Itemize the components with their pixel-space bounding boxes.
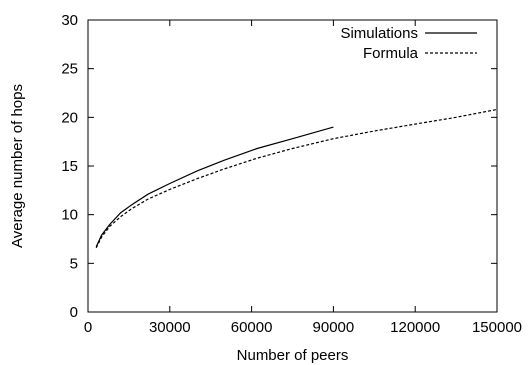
y-tick-label: 30 [61,12,78,29]
series-layer [95,108,498,249]
legend-label-simulations: Simulations [340,25,418,42]
series-line-simulations [95,126,334,248]
legend-label-formula: Formula [363,45,419,62]
axis-tick-labels: 0 30000 60000 90000 120000 150000 0 5 10 15 20 25 30 [61,12,522,336]
series-line-formula [95,108,498,249]
y-tick-label: 25 [61,61,78,78]
y-axis-title: Average number of hops [9,84,26,248]
y-tick-label: 20 [61,109,78,126]
axis-ticks [87,19,498,313]
y-tick-label: 15 [61,158,78,175]
x-axis-title: Number of peers [237,347,349,364]
legend: Simulations Formula [340,25,477,62]
y-tick-label: 10 [61,207,78,224]
x-tick-label: 0 [84,319,92,336]
x-tick-label: 120000 [390,319,440,336]
x-tick-label: 60000 [231,319,273,336]
y-tick-label: 0 [70,304,78,321]
x-tick-label: 90000 [313,319,355,336]
x-tick-label: 30000 [149,319,191,336]
plot-frame [87,19,498,313]
y-tick-label: 5 [70,255,78,272]
plot-area [87,19,498,313]
x-tick-label: 150000 [472,319,522,336]
